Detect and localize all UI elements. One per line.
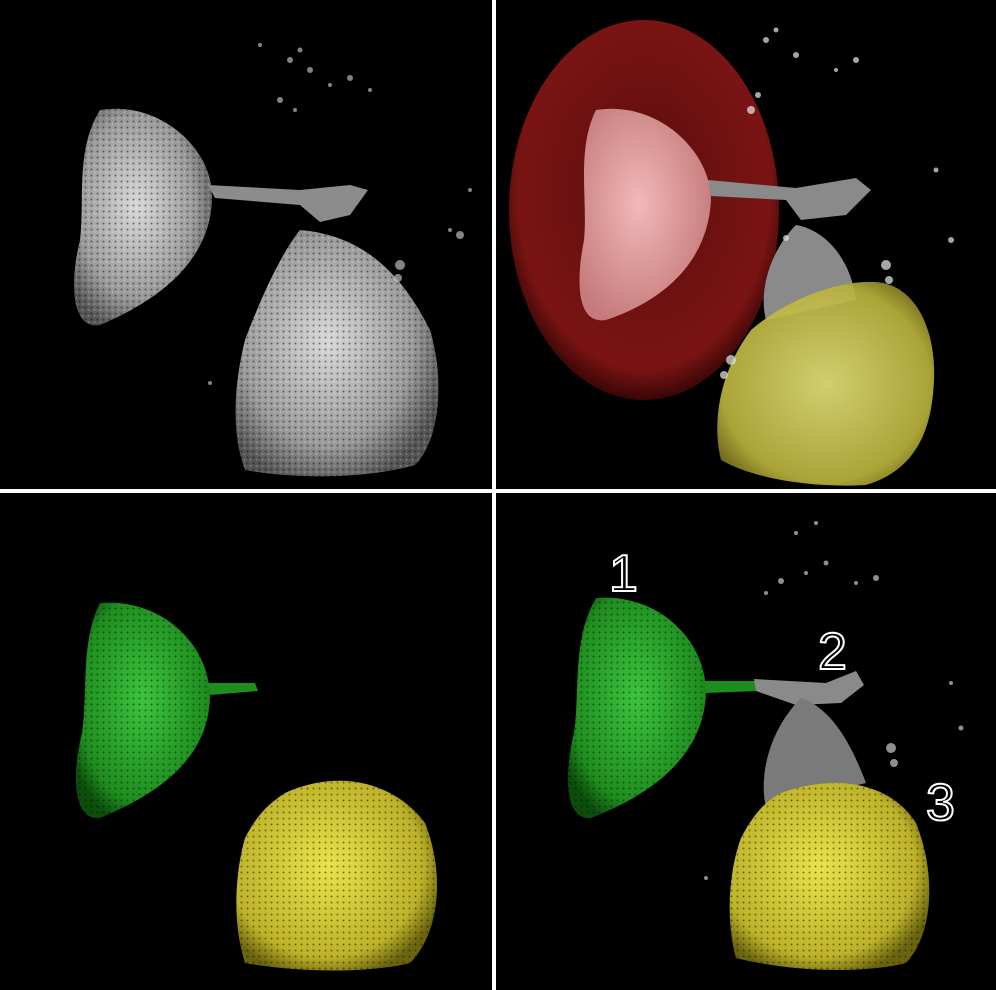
panel-top-right	[496, 0, 996, 489]
render-grayscale	[74, 43, 472, 477]
render-segmentation	[75, 602, 437, 971]
label-one: 1	[608, 545, 639, 603]
panel-top-left	[0, 0, 492, 489]
panel-bottom-left	[0, 493, 492, 990]
organ-middle-gray	[763, 698, 866, 808]
organ-left-pink	[579, 108, 711, 321]
speckle-clusters	[208, 43, 472, 385]
vessel	[754, 671, 864, 705]
render-overlay	[509, 20, 954, 486]
speckle-clusters	[720, 27, 954, 379]
green-vessel	[208, 683, 258, 695]
yellow-region	[717, 281, 935, 486]
green-vessel	[704, 681, 758, 693]
panel-bottom-right: 1 2 3	[496, 493, 996, 990]
label-three: 3	[925, 774, 956, 832]
vessel	[208, 185, 368, 222]
speckle-clusters	[704, 521, 964, 880]
vessel	[708, 178, 871, 220]
label-two: 2	[817, 623, 848, 681]
render-labeled	[567, 521, 964, 970]
